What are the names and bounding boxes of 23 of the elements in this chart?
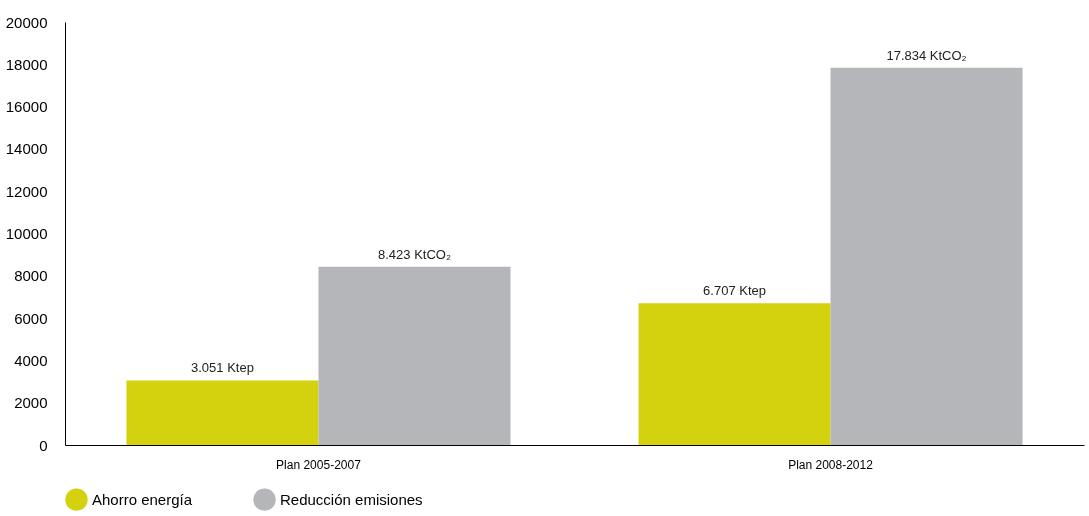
bar	[126, 380, 319, 445]
bar	[318, 266, 511, 445]
y-tick-label: 12000	[5, 182, 48, 200]
y-tick-label: 2000	[14, 394, 48, 412]
y-tick-label: 6000	[14, 309, 48, 327]
y-tick-label: 18000	[5, 55, 48, 73]
y-tick-label: 20000	[5, 13, 48, 31]
bar	[638, 303, 831, 445]
data-label: 8.423 KtCO₂	[377, 246, 451, 262]
y-tick-label: 10000	[5, 225, 48, 242]
legend-label: Ahorro energía	[92, 490, 193, 508]
y-tick-label: 16000	[5, 98, 48, 116]
y-tick-label: 8000	[14, 267, 48, 285]
data-label: 3.051 Ktep	[191, 360, 254, 376]
y-tick-label: 4000	[14, 351, 48, 369]
y-tick-label: 14000	[5, 140, 48, 158]
y-tick-label: 0	[39, 436, 48, 454]
x-tick-label: Plan 2008-2012	[788, 457, 874, 472]
data-label: 6.707 Ktep	[703, 283, 766, 299]
data-label: 17.834 KtCO₂	[886, 47, 967, 63]
legend-label: Reducción emisiones	[280, 490, 423, 508]
bar	[830, 67, 1023, 445]
x-tick-label: Plan 2005-2007	[276, 457, 362, 472]
